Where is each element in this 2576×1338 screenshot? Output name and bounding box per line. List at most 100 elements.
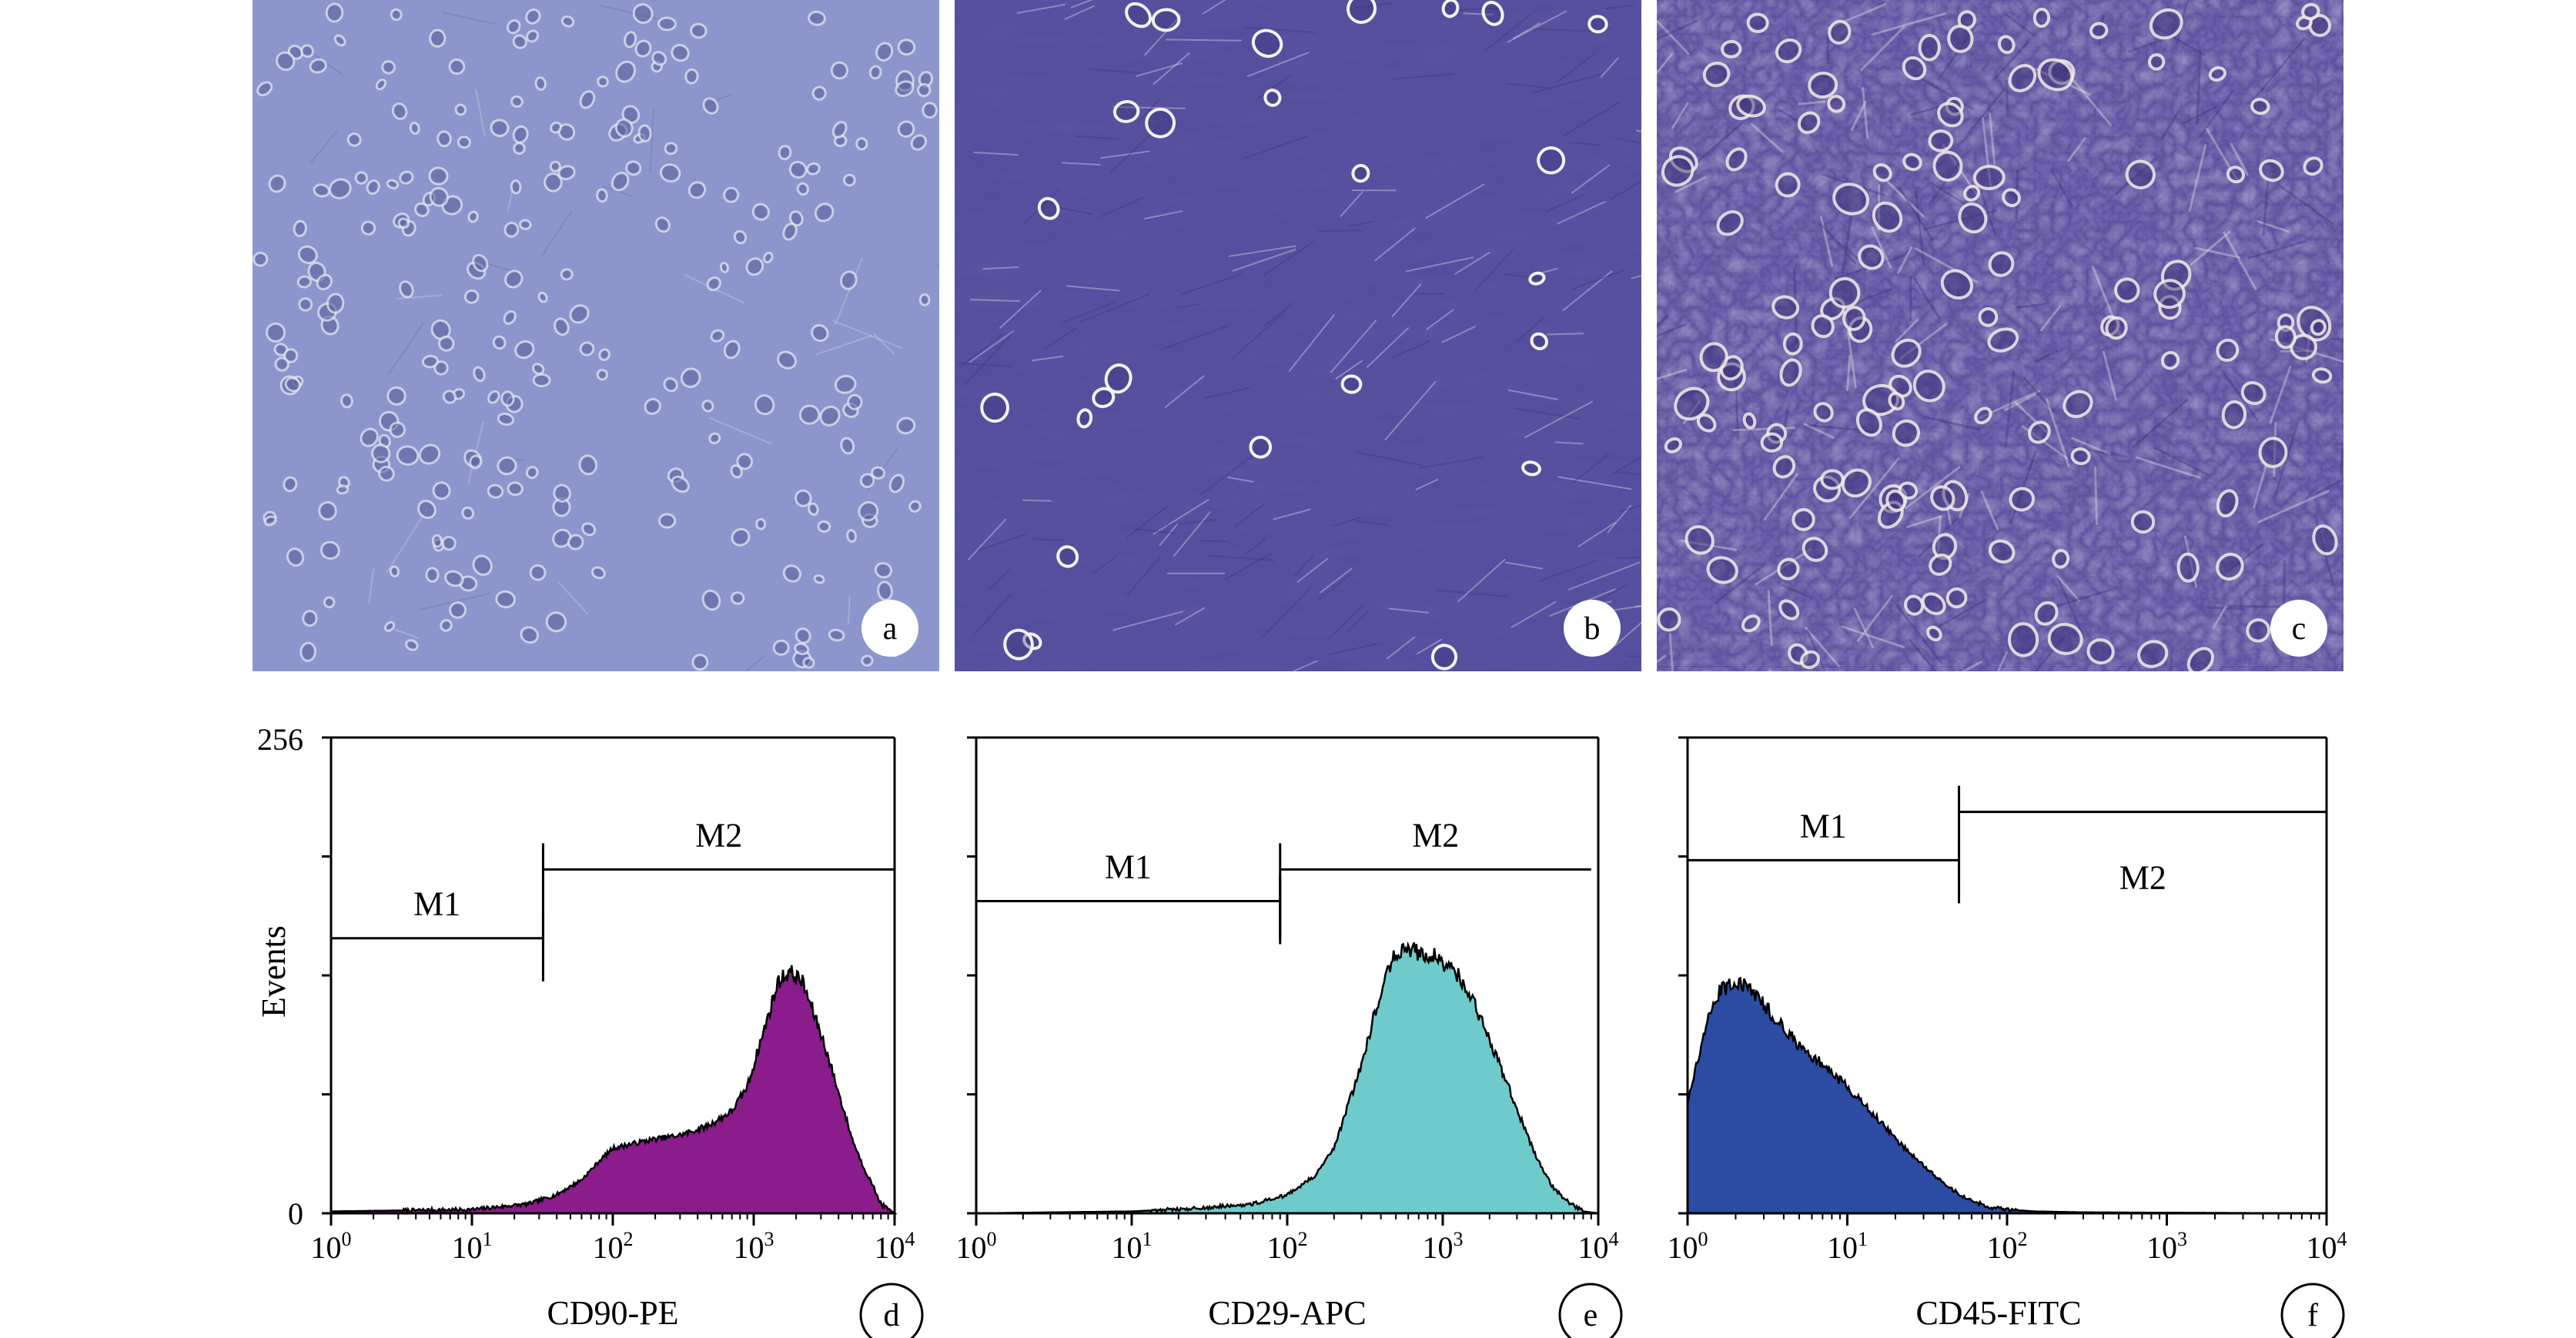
cell (510, 179, 522, 195)
fiber (1125, 505, 1168, 540)
cell (817, 520, 831, 533)
cell (1898, 481, 1919, 500)
cell (1808, 71, 1838, 99)
cell (657, 513, 677, 529)
tick-base: 10 (1267, 1230, 1298, 1265)
cell (550, 121, 563, 134)
fiber (1577, 521, 1616, 547)
marker-gates: M1 M2 (1688, 785, 2327, 904)
fiber (2067, 73, 2112, 126)
cell (1877, 500, 1904, 529)
cell (461, 506, 474, 520)
fiber (2190, 230, 2231, 266)
fiber (1318, 229, 1363, 232)
fiber (1537, 560, 1596, 583)
fiber (1441, 326, 1477, 343)
fiber (974, 594, 1012, 634)
cell (328, 178, 352, 199)
fiber (2181, 105, 2217, 125)
x-tick-label: 100 (1668, 1228, 1708, 1265)
fiber (982, 266, 1019, 270)
cell (274, 356, 289, 372)
fiber (2316, 479, 2343, 494)
cell (772, 639, 790, 656)
tick-exponent: 2 (2018, 1228, 2028, 1250)
panel-letter-badge (861, 600, 918, 657)
fiber (1935, 599, 1986, 630)
cell (296, 275, 312, 289)
cell (1813, 402, 1834, 423)
cell (371, 443, 391, 463)
fiber (2330, 337, 2343, 341)
fiber (1288, 314, 1335, 372)
cell (847, 393, 863, 410)
tick-exponent: 3 (2177, 1228, 2187, 1250)
cell (1797, 111, 1821, 135)
fiber (1502, 273, 1546, 280)
fiber (1159, 523, 1179, 547)
fiber (2135, 456, 2201, 479)
x-tick-label: 102 (1267, 1228, 1308, 1265)
fiber (1611, 456, 1641, 476)
panel-letter-d: d (884, 1298, 900, 1333)
marker-gate-label: M2 (2119, 859, 2166, 897)
cell (644, 398, 661, 415)
cell (796, 182, 809, 196)
panel-letter-badge (1564, 600, 1621, 657)
cell (736, 453, 753, 470)
cell (794, 642, 810, 655)
cell (659, 163, 681, 183)
cell (581, 522, 597, 537)
fiber (2252, 463, 2267, 509)
fiber (1631, 275, 1641, 279)
micrograph-panel-b: b (955, 0, 1641, 671)
fiber (1064, 5, 1095, 20)
cell (1820, 469, 1845, 490)
histogram-area (1686, 976, 2327, 1215)
fiber (1330, 319, 1377, 373)
fiber (441, 12, 497, 25)
cell (1827, 95, 1846, 113)
tick-exponent: 1 (1142, 1228, 1153, 1250)
fiber (1061, 162, 1101, 166)
fiber (1554, 441, 1584, 445)
cell (300, 44, 314, 59)
panel-letter-e: e (1584, 1298, 1598, 1333)
fiber (1930, 182, 1969, 207)
fiber (2230, 142, 2249, 176)
tick-base: 10 (452, 1230, 483, 1265)
fiber (1356, 451, 1423, 467)
fiber (1992, 41, 2029, 81)
cell (1430, 644, 1458, 671)
cell (560, 15, 575, 28)
fiber (1657, 323, 1686, 338)
fiber (1524, 400, 1594, 439)
cell (2216, 338, 2240, 362)
histogram-axes (1678, 736, 2328, 1226)
fiber (1853, 607, 1874, 648)
fiber (2277, 183, 2334, 226)
fiber (1316, 574, 1352, 602)
cell (386, 179, 400, 189)
x-tick-label: 100 (956, 1228, 997, 1265)
fiber (1099, 196, 1144, 218)
cell (888, 473, 905, 493)
cell (2137, 640, 2169, 668)
fiber (1571, 164, 1611, 194)
fiber (831, 319, 903, 349)
cell (1699, 342, 1728, 373)
fiber (969, 330, 1014, 363)
cell (2310, 319, 2327, 336)
cell (2002, 188, 2021, 207)
cell (846, 529, 857, 543)
cell (333, 34, 346, 47)
x-axis-title: CD45-FITC (1915, 1294, 2081, 1332)
cell (1947, 24, 1974, 53)
fiber (1136, 62, 1183, 77)
fiber (2188, 144, 2207, 212)
tick-base: 10 (1423, 1230, 1454, 1265)
cell (1092, 386, 1116, 409)
cell (469, 454, 483, 470)
cell (437, 130, 452, 148)
